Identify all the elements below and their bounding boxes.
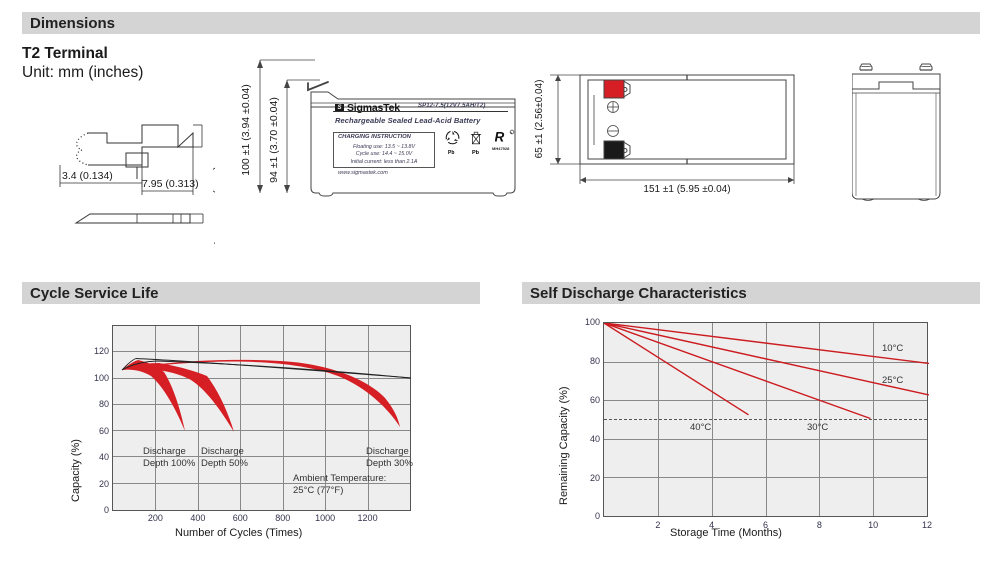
- svg-text:94 ±1 (3.70 ±0.04): 94 ±1 (3.70 ±0.04): [268, 97, 280, 183]
- svg-text:151 ±1 (5.95 ±0.04): 151 ±1 (5.95 ±0.04): [643, 184, 730, 195]
- svg-text:100 ±1 (3.94 ±0.04): 100 ±1 (3.94 ±0.04): [240, 84, 252, 176]
- svg-text:R: R: [495, 130, 505, 145]
- svg-text:3.4 (0.134): 3.4 (0.134): [62, 170, 113, 182]
- svg-text:7.95 (0.313): 7.95 (0.313): [142, 178, 199, 190]
- svg-text:65 ±1 (2.56±0.04): 65 ±1 (2.56±0.04): [534, 80, 545, 159]
- svg-text:0.8 (0.031): 0.8 (0.031): [213, 223, 215, 250]
- svg-text:6.35 (0.25): 6.35 (0.25): [212, 143, 215, 194]
